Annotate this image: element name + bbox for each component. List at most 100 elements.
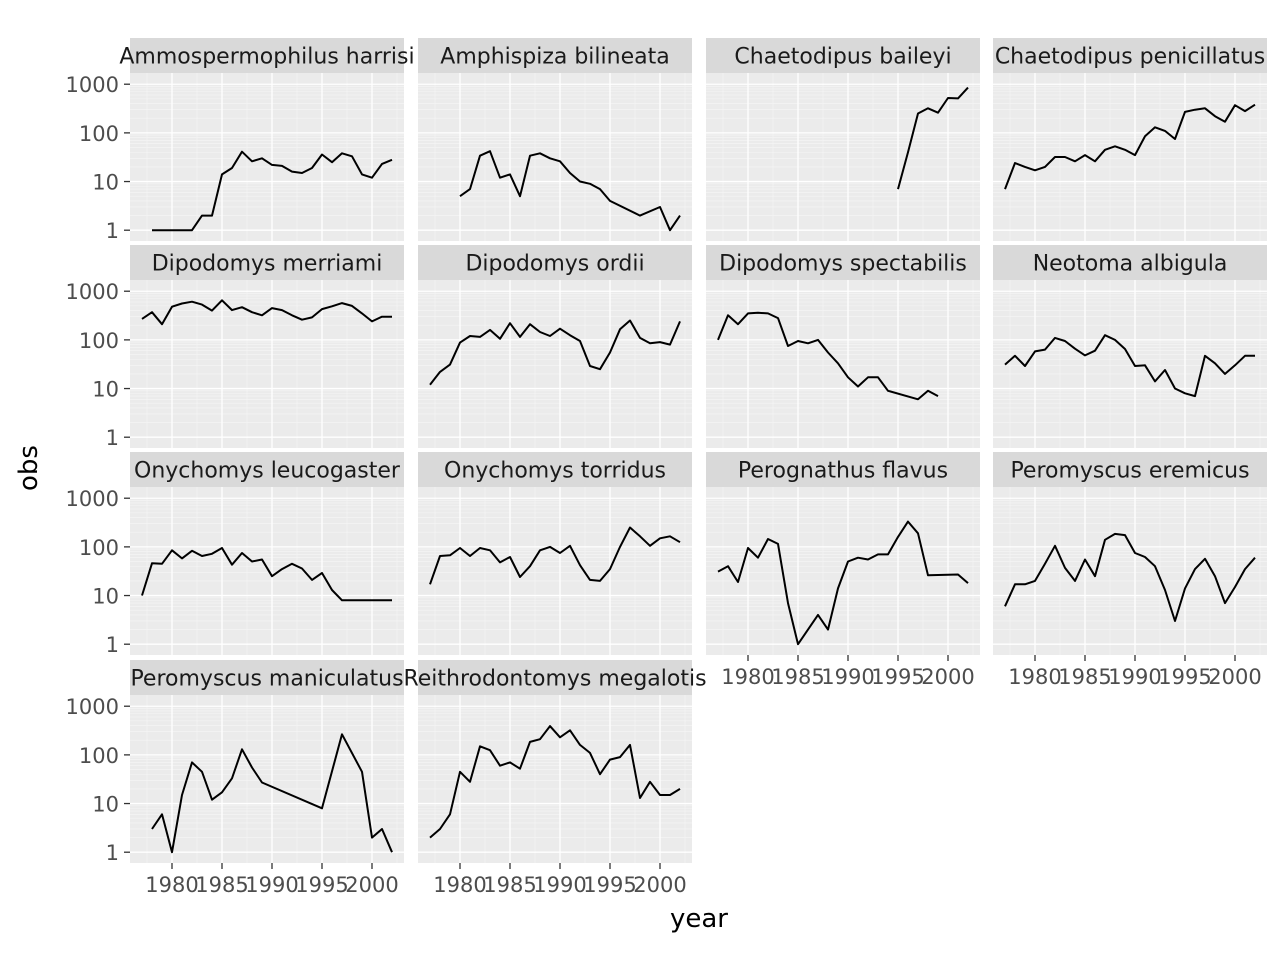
strip-label: Dipodomys ordii [465, 252, 644, 277]
facet-panel [993, 487, 1267, 655]
facet-strip: Reithrodontomys megalotis [403, 660, 707, 695]
strip-label: Onychomys leucogaster [134, 459, 401, 484]
series-line [717, 311, 939, 401]
facet-panel [418, 695, 692, 863]
x-tick-label: 1980 [145, 873, 198, 897]
strip-background [706, 452, 980, 487]
strip-background [130, 660, 404, 695]
strip-background [418, 245, 692, 280]
facet-strip: Ammospermophilus harrisi [119, 38, 415, 73]
y-tick-label: 100 [79, 122, 119, 146]
facet-strip: Onychomys torridus [418, 452, 692, 487]
strip-label: Chaetodipus baileyi [734, 45, 951, 70]
facet-strip: Onychomys leucogaster [130, 452, 404, 487]
facet-strips: Ammospermophilus harrisi Amphispiza bilin… [119, 38, 1267, 695]
panel-background [418, 695, 692, 863]
x-tick-label: 1995 [1158, 665, 1211, 689]
strip-label: Neotoma albigula [1033, 252, 1228, 277]
strip-background [993, 38, 1267, 73]
strip-background [706, 245, 980, 280]
x-tick-label: 1980 [721, 665, 774, 689]
strip-background [706, 38, 980, 73]
facet-panels [130, 73, 1267, 863]
x-tick-label: 1990 [533, 873, 586, 897]
facet-strip: Dipodomys spectabilis [706, 245, 980, 280]
x-axis-title: year [670, 904, 728, 934]
y-tick-label: 1000 [66, 487, 119, 511]
x-tick-label: 1995 [871, 665, 924, 689]
y-axes: 1 10 100 1000 1 10 100 1000 1 10 100 1000 1 10 100 1000 [66, 73, 130, 865]
strip-label: Chaetodipus penicillatus [995, 45, 1265, 70]
series-line [1004, 532, 1256, 622]
facet-panel [706, 280, 980, 448]
facet-strip: Dipodomys merriami [130, 245, 404, 280]
strip-label: Peromyscus eremicus [1010, 459, 1249, 484]
strip-label: Amphispiza bilineata [440, 45, 669, 70]
strip-background [418, 660, 692, 695]
strip-background [993, 245, 1267, 280]
facet-panel [418, 73, 692, 241]
strip-background [130, 452, 404, 487]
series-line [429, 526, 681, 585]
x-tick-label: 1990 [245, 873, 298, 897]
strip-label: Perognathus flavus [738, 459, 948, 484]
strip-label: Ammospermophilus harrisi [119, 45, 414, 70]
y-tick-label: 10 [92, 378, 119, 402]
y-axis-title: obs [14, 445, 44, 491]
facet-strip: Amphispiza bilineata [418, 38, 692, 73]
panel-background [993, 280, 1267, 448]
facet-strip: Dipodomys ordii [418, 245, 692, 280]
x-tick-label: 1985 [771, 665, 824, 689]
x-tick-label: 1990 [1108, 665, 1161, 689]
strip-label: Dipodomys merriami [152, 252, 383, 277]
panel-background [130, 487, 404, 655]
series-line [897, 86, 969, 190]
facet-panel [706, 73, 980, 241]
panel-background [706, 487, 980, 655]
y-tick-label: 100 [79, 744, 119, 768]
panel-background [130, 280, 404, 448]
series-line [1004, 334, 1255, 398]
y-tick-label: 1 [106, 219, 119, 243]
panel-background [706, 73, 980, 241]
facet-panel [418, 487, 692, 655]
x-tick-label: 1980 [433, 873, 486, 897]
x-tick-label: 1985 [195, 873, 248, 897]
strip-label: Reithrodontomys megalotis [403, 667, 706, 692]
panel-background [993, 487, 1267, 655]
facet-panel [706, 487, 980, 655]
y-tick-label: 1 [106, 633, 119, 657]
strip-label: Dipodomys spectabilis [719, 252, 967, 277]
x-tick-label: 1995 [583, 873, 636, 897]
x-tick-label: 1980 [1008, 665, 1061, 689]
facet-strip: Perognathus flavus [706, 452, 980, 487]
panel-background [418, 280, 692, 448]
strip-label: Onychomys torridus [444, 459, 666, 484]
series-line [429, 725, 681, 839]
x-tick-label: 1985 [1058, 665, 1111, 689]
strip-background [130, 38, 404, 73]
series-line [141, 547, 392, 602]
y-tick-label: 1 [106, 841, 119, 865]
facet-panel [130, 73, 404, 241]
x-tick-label: 1990 [821, 665, 874, 689]
x-tick-label: 2000 [921, 665, 974, 689]
facet-strip: Chaetodipus baileyi [706, 38, 980, 73]
x-tick-label: 1985 [483, 873, 536, 897]
y-tick-label: 10 [92, 793, 119, 817]
y-tick-label: 1000 [66, 73, 119, 97]
facet-strip: Peromyscus eremicus [993, 452, 1267, 487]
panel-background [706, 280, 980, 448]
strip-background [130, 245, 404, 280]
series-line [717, 520, 969, 646]
facet-panel [130, 695, 404, 863]
series-line [429, 319, 681, 386]
facet-strip: Neotoma albigula [993, 245, 1267, 280]
series-line [1004, 103, 1256, 190]
strip-label: Peromyscus maniculatus [130, 667, 403, 692]
series-line [459, 150, 681, 232]
strip-background [993, 452, 1267, 487]
panel-background [993, 73, 1267, 241]
